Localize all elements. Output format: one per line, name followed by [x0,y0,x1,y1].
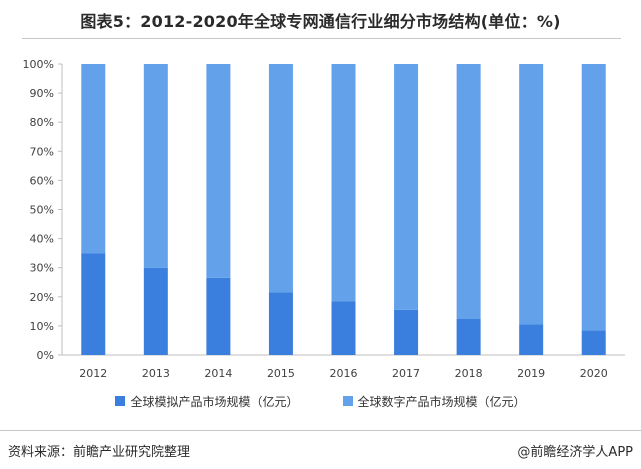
bar-digital [394,64,419,310]
x-tick-label: 2017 [392,367,420,380]
bar-digital [331,64,356,302]
legend-swatch-analog [115,396,126,406]
bar-analog [81,253,106,355]
y-tick-label: 30% [30,262,54,275]
y-tick-label: 10% [30,320,54,333]
legend-label-analog: 全球模拟产品市场规模（亿元） [130,394,299,409]
bar-digital [456,64,481,319]
bar-digital [81,64,106,254]
y-tick-label: 40% [30,233,54,246]
legend-label-digital: 全球数字产品市场规模（亿元） [357,394,526,409]
bar-digital [143,64,168,268]
x-tick-label: 2019 [517,367,545,380]
title-divider [22,38,621,39]
x-tick-label: 2012 [79,367,107,380]
bar-analog [331,301,356,355]
bar-analog [143,267,168,355]
y-tick-label: 90% [30,87,54,100]
legend-item-analog: 全球模拟产品市场规模（亿元） [115,391,299,411]
legend-swatch-digital [342,396,353,406]
x-tick-label: 2020 [580,367,608,380]
y-tick-label: 60% [30,174,54,187]
x-tick-label: 2018 [455,367,483,380]
bar-analog [519,324,544,355]
x-tick-label: 2014 [204,367,232,380]
y-tick-label: 0% [37,349,54,362]
bar-digital [519,64,544,325]
bar-digital [206,64,231,278]
y-tick-label: 100% [23,58,54,71]
x-tick-label: 2015 [267,367,295,380]
bar-analog [394,309,419,355]
chart-legend: 全球模拟产品市场规模（亿元） 全球数字产品市场规模（亿元） [0,391,641,411]
y-tick-label: 70% [30,145,54,158]
y-tick-label: 80% [30,116,54,129]
y-tick-label: 20% [30,291,54,304]
bar-analog [206,277,231,355]
footer-divider [0,430,641,431]
source-note: 资料来源：前瞻产业研究院整理 [8,445,191,460]
legend-item-digital: 全球数字产品市场规模（亿元） [342,391,526,411]
credit-note: @前瞻经济学人APP [517,445,633,460]
y-tick-label: 50% [30,204,54,217]
bar-analog [268,292,293,355]
x-tick-label: 2013 [142,367,170,380]
x-tick-label: 2016 [330,367,358,380]
bar-digital [268,64,293,293]
bar-digital [581,64,606,331]
bar-analog [456,318,481,355]
chart-title: 图表5：2012-2020年全球专网通信行业细分市场结构(单位：%) [80,12,561,31]
bar-analog [581,330,606,355]
